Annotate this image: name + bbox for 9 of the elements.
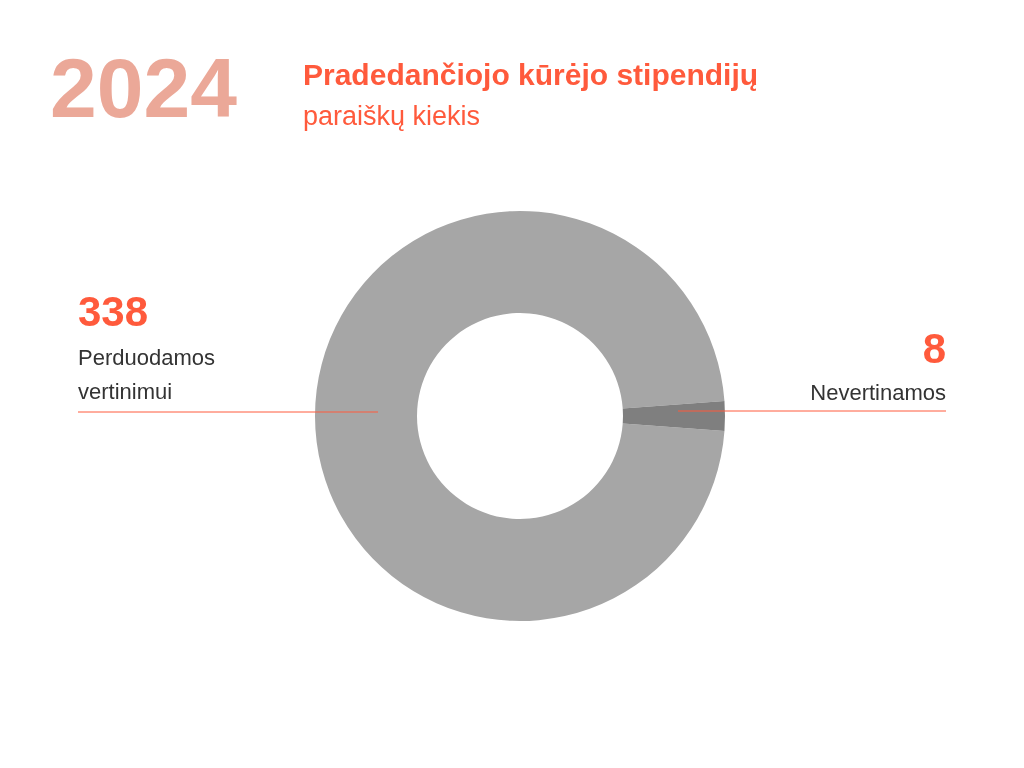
data-label: 8 [922,325,946,372]
slice-label: Perduodamos vertinimui [78,345,215,404]
donut-slice [622,401,725,431]
text: 2024 [50,41,238,135]
data-label: 338 [78,288,149,335]
donut-slice [315,211,725,621]
chart-subtitle: paraiškų kiekis [303,101,481,131]
chart-title: Pradedančiojo kūrėjo stipendijų [303,58,759,91]
slice-label: Nevertinamos [810,380,946,405]
